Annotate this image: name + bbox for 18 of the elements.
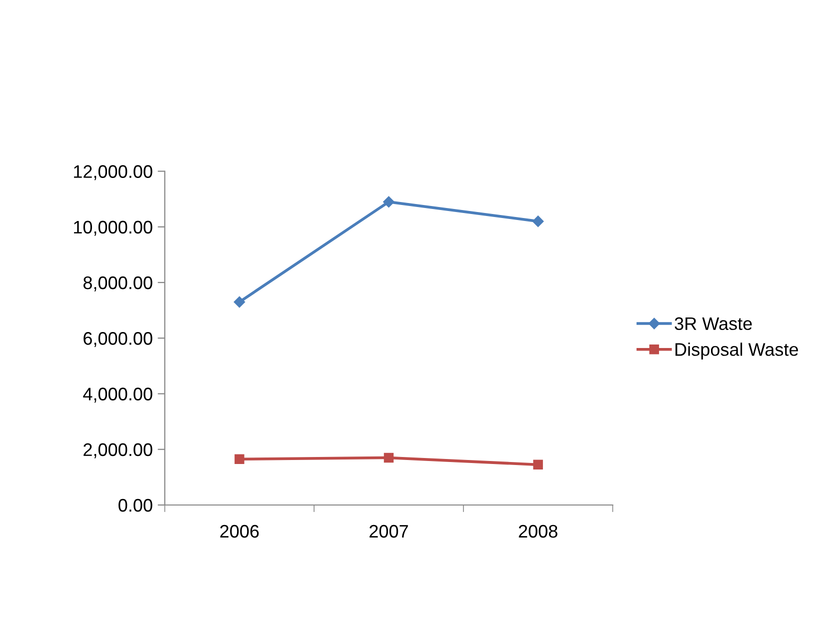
y-tick-label: 10,000.00: [74, 220, 152, 236]
point: [533, 460, 543, 470]
y-tick-label: 0.00: [118, 498, 152, 512]
x-tick-label: 2007: [370, 524, 408, 538]
y-tick-label: 6,000.00: [84, 332, 152, 347]
point: [532, 216, 544, 227]
x-tick-label: 2006: [220, 524, 259, 538]
y-tick-label: 8,000.00: [83, 276, 152, 292]
point: [234, 296, 246, 308]
y-tick-label: 4,000.00: [83, 388, 152, 403]
point: [383, 196, 394, 208]
point: [384, 452, 394, 463]
y-tick-label: 12,000.00: [74, 165, 152, 180]
legend-label: Disposal Waste: [676, 342, 798, 360]
x-tick-label: 2008: [518, 524, 558, 538]
point: [234, 454, 244, 464]
y-tick-label: 2,000.00: [84, 443, 152, 458]
legend-label: 3R Waste: [674, 317, 752, 330]
